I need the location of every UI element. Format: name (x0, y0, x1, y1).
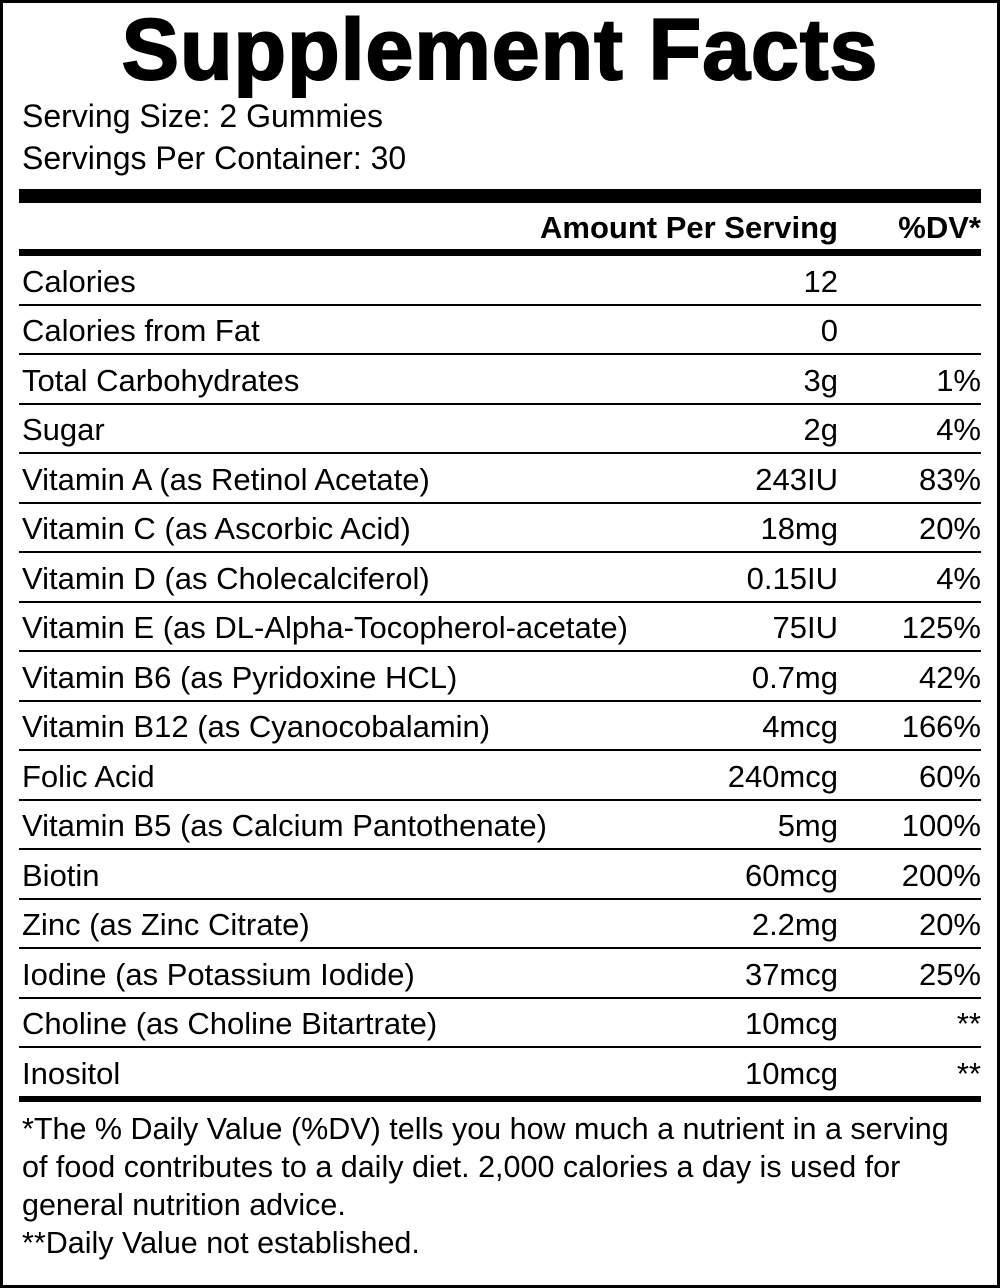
serving-size: Serving Size: 2 Gummies (22, 98, 384, 134)
daily-value: 166% (901, 709, 981, 745)
footnote: *The % Daily Value (%DV) tells you how m… (22, 1111, 949, 1222)
nutrient-name: Iodine (as Potassium Iodide) (22, 956, 415, 992)
daily-value: 20% (918, 511, 981, 547)
column-header: Amount Per Serving (540, 209, 838, 245)
nutrient-name: Folic Acid (22, 758, 155, 794)
daily-value: 125% (901, 610, 981, 646)
nutrient-name: Calories from Fat (22, 313, 260, 349)
nutrient-name: Vitamin C (as Ascorbic Acid) (22, 511, 411, 547)
daily-value: 60% (918, 758, 981, 794)
daily-value: ** (956, 1055, 981, 1091)
nutrient-amount: 75IU (772, 610, 838, 646)
daily-value: 42% (918, 659, 981, 695)
nutrient-amount: 10mcg (744, 1006, 838, 1042)
nutrient-row: Folic Acid 240mcg 60% (19, 751, 981, 801)
nutrient-name: Vitamin B12 (as Cyanocobalamin) (22, 709, 491, 745)
nutrient-row: Vitamin D (as Cholecalciferol) 0.15IU 4% (19, 553, 981, 603)
daily-value: 83% (918, 461, 981, 497)
nutrient-amount: 2g (803, 412, 838, 448)
nutrient-amount: 2.2mg (751, 907, 838, 943)
divider (19, 189, 981, 203)
nutrient-row: Inositol 10mcg ** (19, 1048, 981, 1096)
daily-value: ** (956, 1006, 981, 1042)
nutrient-row: Sugar 2g 4% (19, 405, 981, 454)
nutrient-amount: 5mg (777, 808, 838, 844)
nutrient-name: Zinc (as Zinc Citrate) (22, 907, 310, 943)
daily-value: 25% (918, 956, 981, 992)
nutrient-row: Vitamin B6 (as Pyridoxine HCL) 0.7mg 42% (19, 652, 981, 702)
nutrient-name: Sugar (22, 412, 105, 448)
nutrient-row: Calories from Fat 0 (19, 306, 981, 355)
nutrient-row: Calories 12 (19, 256, 981, 306)
nutrient-row: Total Carbohydrates 3g 1% (19, 355, 981, 405)
divider (19, 249, 981, 256)
nutrient-amount: 240mcg (727, 758, 838, 794)
nutrient-row: Choline (as Choline Bitartrate) 10mcg ** (19, 999, 981, 1048)
daily-value: 4% (936, 412, 981, 448)
nutrient-amount: 243IU (755, 461, 838, 497)
nutrient-amount: 0 (820, 313, 838, 349)
divider (19, 1095, 981, 1102)
nutrient-row: Vitamin B12 (as Cyanocobalamin) 4mcg 166% (19, 702, 981, 751)
title: Supplement Facts (121, 2, 879, 98)
nutrient-row: Zinc (as Zinc Citrate) 2.2mg 20% (19, 900, 981, 949)
nutrient-name: Vitamin E (as DL-Alpha-Tocopherol-acetat… (22, 610, 628, 646)
column-header: %DV* (898, 209, 981, 245)
nutrient-row: Vitamin B5 (as Calcium Pantothenate) 5mg 1… (19, 801, 981, 850)
nutrient-name: Inositol (22, 1055, 121, 1091)
table-header: Amount Per Serving %DV* (19, 203, 981, 249)
nutrient-amount: 3g (803, 362, 838, 398)
nutrient-row: Vitamin C (as Ascorbic Acid) 18mg 20% (19, 504, 981, 553)
daily-value: 200% (901, 857, 981, 893)
daily-value: 20% (918, 907, 981, 943)
nutrient-amount: 60mcg (744, 857, 838, 893)
daily-value: 4% (936, 560, 981, 596)
nutrient-amount: 0.15IU (746, 560, 838, 596)
nutrient-name: Vitamin A (as Retinol Acetate) (22, 461, 430, 497)
footnote: **Daily Value not established. (22, 1225, 420, 1260)
nutrient-name: Vitamin B6 (as Pyridoxine HCL) (22, 659, 458, 695)
nutrient-row: Vitamin A (as Retinol Acetate) 243IU 83% (19, 454, 981, 504)
nutrient-name: Vitamin D (as Cholecalciferol) (22, 560, 430, 596)
daily-value: 1% (936, 362, 981, 398)
daily-value: 100% (901, 808, 981, 844)
nutrient-amount: 0.7mg (751, 659, 838, 695)
nutrient-name: Biotin (22, 857, 100, 893)
nutrient-name: Vitamin B5 (as Calcium Pantothenate) (22, 808, 547, 844)
nutrient-name: Total Carbohydrates (22, 362, 300, 398)
nutrient-row: Iodine (as Potassium Iodide) 37mcg 25% (19, 949, 981, 999)
nutrient-row: Biotin 60mcg 200% (19, 850, 981, 900)
nutrient-table: Calories 12 Calories from Fat 0 Total Carboh… (3, 256, 997, 1096)
nutrient-amount: 4mcg (762, 709, 838, 745)
servings-per-container: Servings Per Container: 30 (22, 140, 407, 176)
nutrient-amount: 10mcg (744, 1055, 838, 1091)
nutrient-amount: 12 (803, 263, 838, 299)
footnotes: *The % Daily Value (%DV) tells you how m… (3, 1102, 997, 1262)
nutrient-amount: 37mcg (744, 956, 838, 992)
nutrient-name: Choline (as Choline Bitartrate) (22, 1006, 438, 1042)
nutrient-amount: 18mg (760, 511, 838, 547)
nutrient-name: Calories (22, 263, 136, 299)
nutrient-row: Vitamin E (as DL-Alpha-Tocopherol-acetat… (19, 603, 981, 652)
